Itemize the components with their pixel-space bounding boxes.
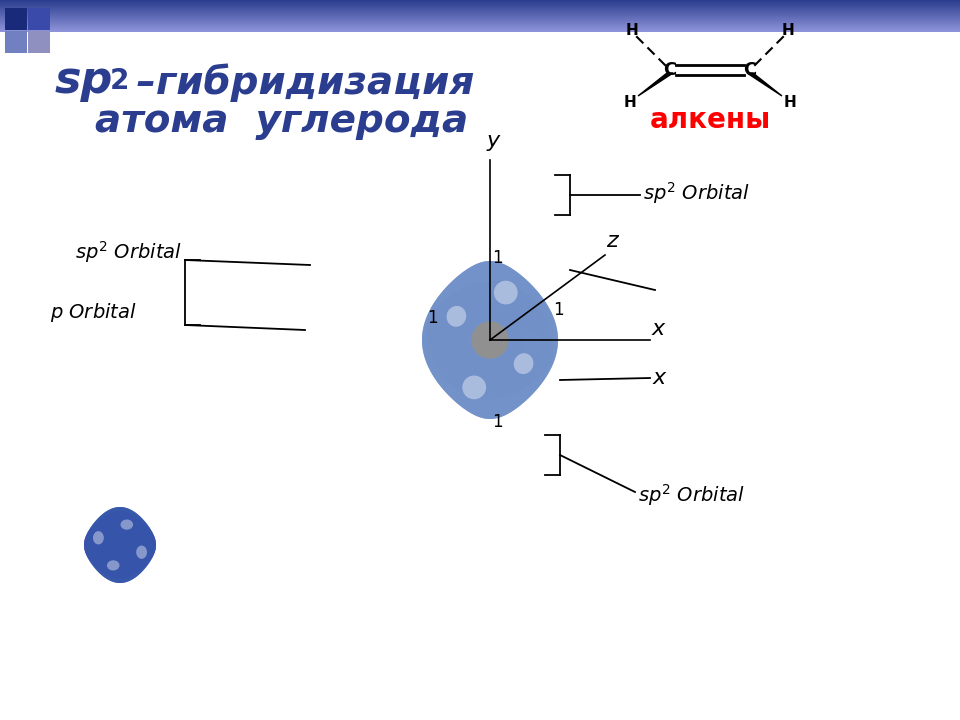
Ellipse shape (463, 376, 486, 400)
FancyBboxPatch shape (0, 27, 960, 28)
Polygon shape (84, 511, 156, 579)
Text: C: C (663, 61, 677, 79)
FancyBboxPatch shape (28, 31, 50, 53)
Ellipse shape (493, 281, 517, 305)
FancyBboxPatch shape (0, 28, 960, 29)
FancyBboxPatch shape (0, 8, 960, 9)
Polygon shape (747, 73, 782, 96)
Text: $p$ Orbital: $p$ Orbital (50, 300, 136, 323)
FancyBboxPatch shape (5, 31, 27, 53)
Text: $sp^2$ Orbital: $sp^2$ Orbital (75, 239, 182, 265)
Text: –гибридизация: –гибридизация (123, 63, 474, 102)
FancyBboxPatch shape (0, 12, 960, 13)
Polygon shape (426, 281, 554, 400)
Text: алкены: алкены (649, 106, 771, 134)
Text: y: y (487, 131, 499, 151)
Text: атома  углерода: атома углерода (95, 102, 468, 140)
FancyBboxPatch shape (0, 11, 960, 12)
Text: 1: 1 (492, 249, 502, 267)
Text: 1: 1 (492, 413, 502, 431)
FancyBboxPatch shape (0, 10, 960, 11)
Polygon shape (426, 281, 554, 400)
Text: sp: sp (55, 59, 113, 102)
Text: H: H (781, 22, 794, 37)
FancyBboxPatch shape (0, 31, 960, 32)
Polygon shape (426, 281, 554, 400)
FancyBboxPatch shape (0, 13, 960, 14)
FancyBboxPatch shape (0, 20, 960, 21)
Circle shape (472, 322, 508, 358)
FancyBboxPatch shape (5, 8, 27, 30)
Text: C: C (743, 61, 756, 79)
FancyBboxPatch shape (0, 2, 960, 3)
Polygon shape (422, 261, 558, 419)
Text: H: H (624, 94, 636, 109)
FancyBboxPatch shape (0, 21, 960, 22)
Ellipse shape (136, 546, 147, 559)
FancyBboxPatch shape (0, 1, 960, 2)
FancyBboxPatch shape (0, 16, 960, 17)
Text: x: x (653, 368, 666, 388)
Text: 1: 1 (426, 309, 438, 327)
FancyBboxPatch shape (0, 22, 960, 23)
Ellipse shape (514, 354, 534, 374)
FancyBboxPatch shape (0, 15, 960, 16)
Text: H: H (626, 22, 638, 37)
Polygon shape (638, 73, 673, 96)
Ellipse shape (121, 520, 133, 530)
FancyBboxPatch shape (0, 25, 960, 26)
Polygon shape (84, 507, 156, 583)
FancyBboxPatch shape (0, 14, 960, 15)
Polygon shape (422, 261, 558, 419)
FancyBboxPatch shape (0, 3, 960, 4)
Text: H: H (783, 94, 797, 109)
FancyBboxPatch shape (0, 29, 960, 30)
FancyBboxPatch shape (0, 4, 960, 5)
FancyBboxPatch shape (0, 5, 960, 6)
FancyBboxPatch shape (0, 6, 960, 7)
Text: z: z (606, 231, 618, 251)
FancyBboxPatch shape (28, 8, 50, 30)
Ellipse shape (521, 330, 540, 351)
Polygon shape (84, 507, 156, 583)
Text: 1: 1 (553, 301, 564, 319)
Polygon shape (84, 511, 156, 579)
FancyBboxPatch shape (0, 18, 960, 19)
Text: $sp^2$ Orbital: $sp^2$ Orbital (643, 180, 750, 206)
Text: 2: 2 (110, 67, 130, 95)
FancyBboxPatch shape (0, 0, 960, 1)
Text: $sp^2$ Orbital: $sp^2$ Orbital (638, 482, 745, 508)
FancyBboxPatch shape (0, 26, 960, 27)
Text: x: x (652, 319, 664, 339)
FancyBboxPatch shape (0, 24, 960, 25)
FancyBboxPatch shape (0, 19, 960, 20)
FancyBboxPatch shape (0, 7, 960, 8)
Ellipse shape (446, 306, 467, 327)
Ellipse shape (107, 560, 119, 570)
FancyBboxPatch shape (0, 30, 960, 31)
FancyBboxPatch shape (0, 9, 960, 10)
Ellipse shape (93, 531, 104, 544)
FancyBboxPatch shape (0, 17, 960, 18)
FancyBboxPatch shape (0, 23, 960, 24)
